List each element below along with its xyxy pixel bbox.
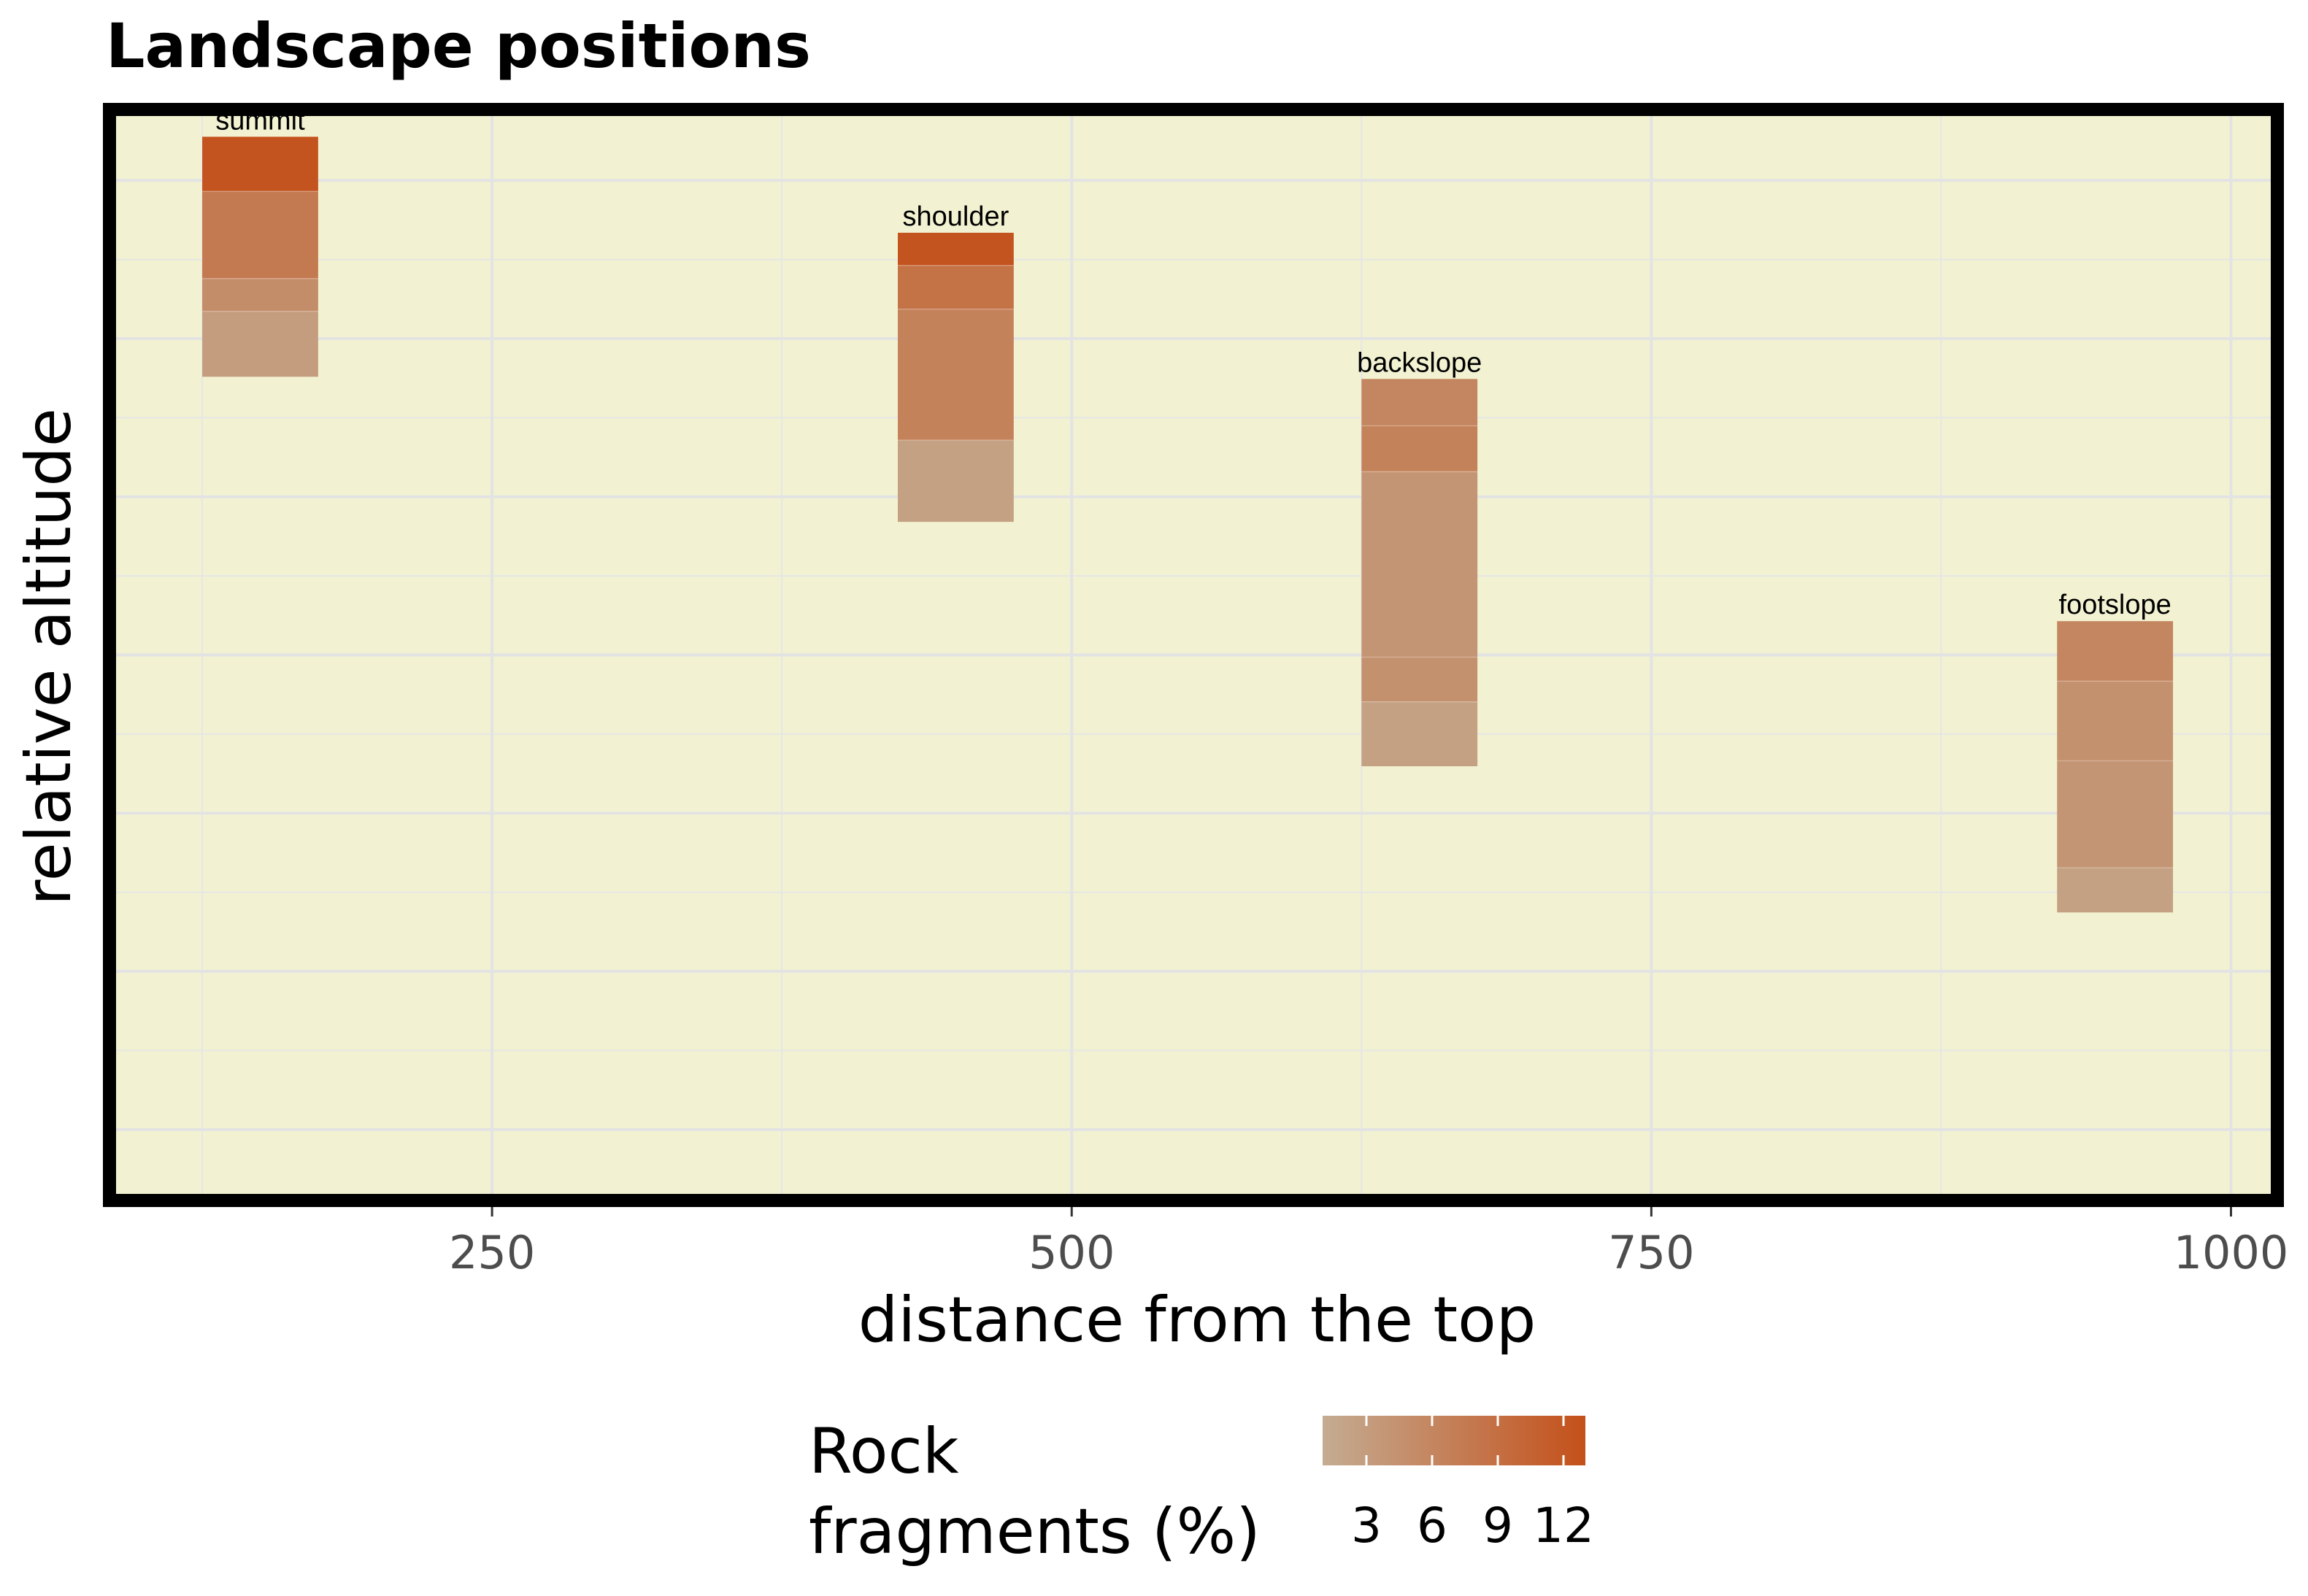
- horizon-cell: [2057, 621, 2174, 682]
- x-tick-label: 250: [449, 1226, 535, 1279]
- x-tick-label: 500: [1028, 1226, 1115, 1279]
- legend-tick-label: 9: [1482, 1497, 1513, 1554]
- profile-label: shoulder: [903, 201, 1009, 232]
- profile-label: footslope: [2059, 590, 2172, 620]
- legend-tick-label: 3: [1351, 1497, 1382, 1554]
- horizon-cell: [2057, 868, 2174, 913]
- profile-label: backslope: [1357, 347, 1482, 378]
- horizon-cell: [1361, 701, 1478, 766]
- horizon-cell: [2057, 681, 2174, 761]
- legend-title-line-2: fragments (%): [809, 1495, 1261, 1568]
- y-axis-title: relative altitude: [12, 408, 85, 906]
- horizon-cell: [1361, 379, 1478, 426]
- horizon-cell: [202, 311, 318, 377]
- legend: Rock fragments (%) 3 6 9 12: [809, 1415, 1594, 1568]
- x-tick-label: 750: [1608, 1226, 1694, 1279]
- legend-title-line-1: Rock: [809, 1415, 959, 1488]
- x-axis-ticks: 250 500 750 1000: [449, 1207, 2288, 1279]
- horizon-cell: [898, 309, 1014, 440]
- horizon-cell: [1361, 425, 1478, 472]
- profile-summit: summit: [202, 105, 318, 377]
- plot-border: [103, 103, 2284, 1207]
- horizon-cell: [898, 265, 1014, 309]
- legend-colorbar: [1323, 1416, 1585, 1465]
- horizon-cell: [202, 191, 318, 279]
- x-tick-label: 1000: [2174, 1226, 2289, 1279]
- horizon-cell: [1361, 657, 1478, 702]
- profile-columns: summit shoulder backslope footslope: [202, 105, 2174, 913]
- horizon-cell: [898, 439, 1014, 523]
- horizon-cell: [202, 136, 318, 192]
- horizon-cell: [1361, 471, 1478, 658]
- grid-lines: [109, 109, 2277, 1200]
- profile-backslope: backslope: [1357, 347, 1482, 766]
- profile-shoulder: shoulder: [898, 201, 1014, 523]
- horizon-cell: [898, 232, 1014, 266]
- legend-tick-label: 12: [1533, 1497, 1594, 1554]
- profile-footslope: footslope: [2057, 590, 2174, 913]
- legend-tick-label: 6: [1417, 1497, 1447, 1554]
- chart-title: Landscape positions: [106, 10, 811, 82]
- x-axis-title: distance from the top: [858, 1284, 1536, 1357]
- horizon-cell: [202, 278, 318, 312]
- horizon-cell: [2057, 760, 2174, 868]
- legend-ticks: 3 6 9 12: [1351, 1416, 1594, 1554]
